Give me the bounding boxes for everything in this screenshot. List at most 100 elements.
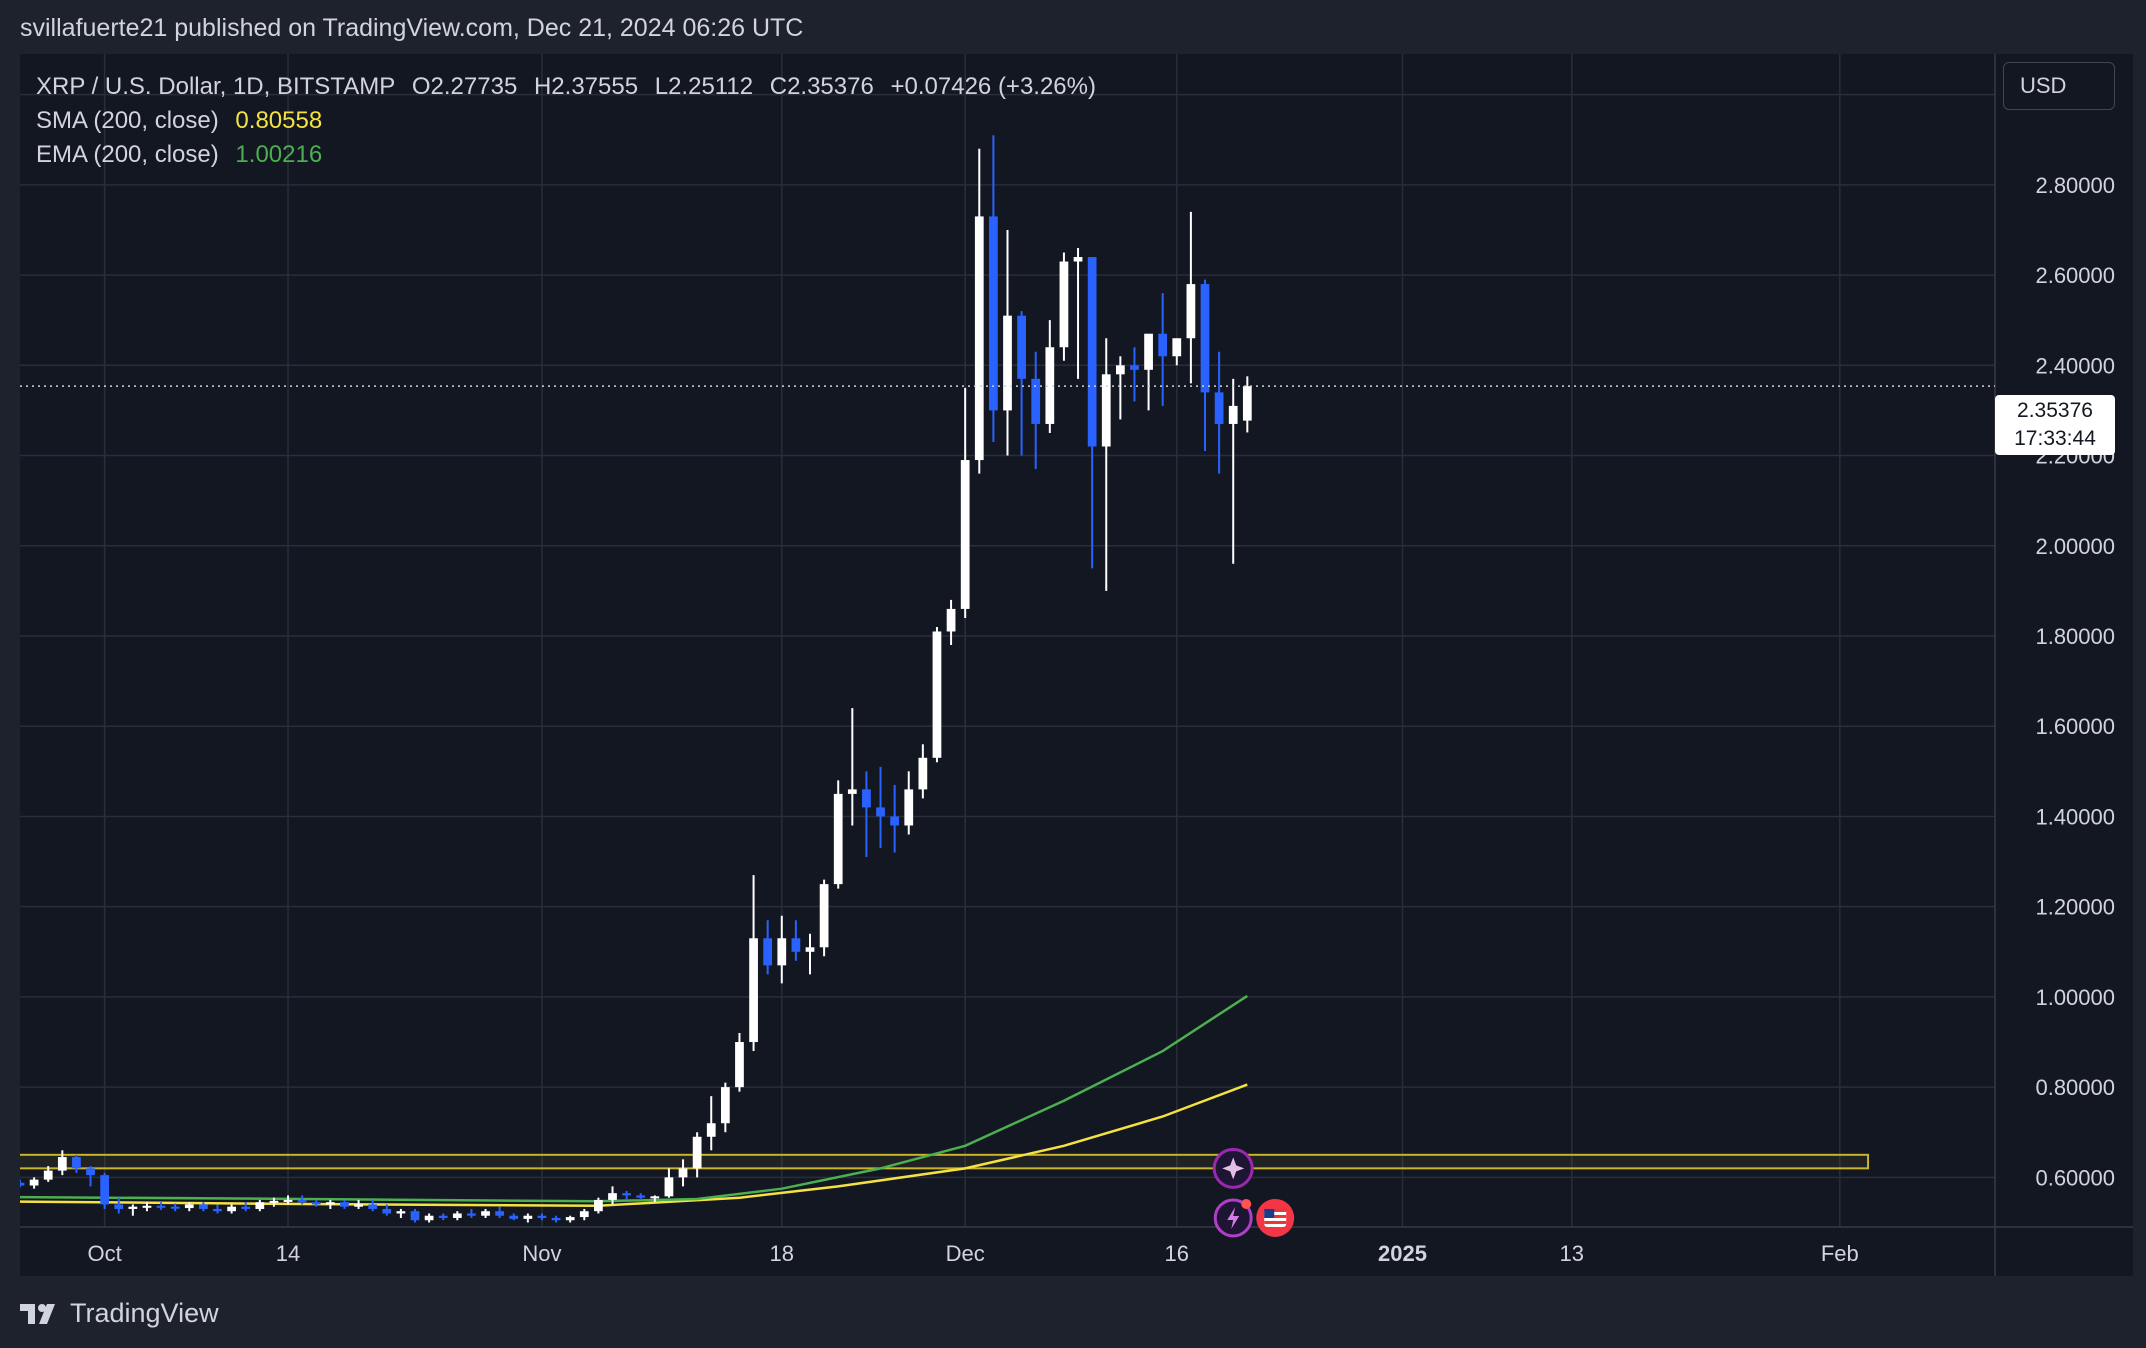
y-tick-label: 2.00000 <box>2035 534 2115 559</box>
candle-body <box>932 631 942 758</box>
candle-body <box>833 793 843 885</box>
candle-body <box>1172 338 1182 357</box>
ema-label: EMA (200, close) <box>36 141 219 168</box>
last-price-value: 2.35376 <box>2017 399 2093 422</box>
notification-dot <box>1241 1198 1252 1209</box>
candle-body <box>1228 405 1238 424</box>
candle-body <box>495 1211 505 1216</box>
candle-body <box>608 1193 617 1200</box>
candle-body <box>1003 315 1012 411</box>
chart-frame[interactable]: 3.000002.800002.600002.400002.200002.000… <box>20 54 2133 1276</box>
candle-body <box>481 1211 490 1216</box>
candle-body <box>142 1205 152 1208</box>
candle-body <box>735 1042 744 1088</box>
candle-body <box>269 1200 279 1203</box>
sma-200-line <box>20 1083 1248 1208</box>
support-zone <box>20 1153 1870 1170</box>
tradingview-logo-icon <box>20 1303 55 1324</box>
candle-body <box>1073 257 1083 262</box>
candle-body <box>989 216 998 411</box>
ema-value: 1.00216 <box>235 141 323 168</box>
candle-body <box>156 1205 166 1208</box>
legend-low: L2.25112 <box>654 73 754 100</box>
candle-body <box>382 1208 392 1214</box>
candle-body <box>325 1202 335 1205</box>
candle-body <box>368 1204 378 1209</box>
x-tick-label: 16 <box>1165 1241 1189 1266</box>
candle-body <box>692 1136 702 1169</box>
candle-body <box>1242 386 1252 421</box>
currency-button[interactable]: USD <box>2003 62 2115 110</box>
candle-body <box>876 807 885 817</box>
x-tick-label: Nov <box>522 1241 561 1266</box>
candle-body <box>537 1215 547 1218</box>
legend-symbol: XRP / U.S. Dollar, 1D, BITSTAMP <box>36 73 396 100</box>
sparkle-icon <box>1222 1157 1245 1180</box>
candle-body <box>1158 333 1168 357</box>
legend-ohlc-row: XRP / U.S. Dollar, 1D, BITSTAMP O2.27735… <box>36 70 1106 104</box>
price-chart[interactable]: 3.000002.800002.600002.400002.200002.000… <box>20 54 2133 1276</box>
legend-sma-row[interactable]: SMA (200, close) 0.80558 <box>36 104 1106 138</box>
legend-close: C2.35376 <box>769 73 874 100</box>
y-tick-label: 2.80000 <box>2035 173 2115 198</box>
legend-open: O2.27735 <box>411 73 518 100</box>
x-tick-label: Oct <box>88 1241 122 1266</box>
candle-body <box>551 1217 561 1221</box>
candle-body <box>594 1199 603 1212</box>
tradingview-brand-text: TradingView <box>70 1298 219 1328</box>
candle-body <box>890 816 900 826</box>
candle-body <box>1200 284 1210 393</box>
candle-body <box>1017 315 1026 379</box>
flag-stripe <box>1264 1220 1287 1224</box>
candle-body <box>706 1123 716 1137</box>
y-tick-label: 1.20000 <box>2035 895 2115 920</box>
y-tick-label: 0.60000 <box>2035 1165 2115 1190</box>
candle-body <box>749 938 758 1043</box>
candle-body <box>43 1170 53 1180</box>
candle-body <box>509 1215 519 1219</box>
candle-body <box>777 938 787 966</box>
candle-body <box>1144 333 1153 370</box>
candle-body <box>1115 365 1125 375</box>
flag-stripe <box>1264 1208 1287 1212</box>
candle-body <box>678 1168 688 1178</box>
candle-body <box>467 1213 476 1216</box>
last-price-badge: 2.35376 17:33:44 <box>1995 395 2115 455</box>
lightning-icon <box>1227 1206 1240 1229</box>
candle-body <box>664 1177 674 1197</box>
candle-body <box>100 1175 110 1205</box>
x-tick-label: 14 <box>276 1241 300 1266</box>
candle-body <box>791 938 801 952</box>
candle-body <box>438 1215 448 1218</box>
y-tick-label: 2.60000 <box>2035 263 2115 288</box>
legend-ema-row[interactable]: EMA (200, close) 1.00216 <box>36 138 1106 172</box>
y-tick-label: 1.40000 <box>2035 804 2115 829</box>
candle-body <box>862 789 871 808</box>
candle-body <box>170 1206 180 1209</box>
x-tick-label: Dec <box>946 1241 985 1266</box>
sma-value: 0.80558 <box>235 107 323 134</box>
candle-body <box>241 1206 251 1209</box>
candle-body <box>819 884 829 948</box>
x-tick-label: Feb <box>1821 1241 1859 1266</box>
candle-body <box>20 1182 25 1186</box>
candle-body <box>410 1211 420 1221</box>
candle-body <box>918 757 928 790</box>
bar-countdown: 17:33:44 <box>2014 427 2096 450</box>
candle-body <box>184 1204 194 1209</box>
candle-body <box>283 1199 293 1202</box>
candle-body <box>579 1211 589 1218</box>
candle-body <box>128 1206 138 1209</box>
candle-body <box>1045 347 1055 424</box>
legend-change: +0.07426 (+3.26%) <box>890 73 1097 100</box>
y-tick-label: 1.80000 <box>2035 624 2115 649</box>
candle-body <box>960 460 970 609</box>
candle-body <box>29 1179 39 1186</box>
y-tick-label: 0.80000 <box>2035 1075 2115 1100</box>
sma-label: SMA (200, close) <box>36 107 219 134</box>
candle-body <box>946 608 956 632</box>
x-tick-label: 2025 <box>1378 1241 1427 1266</box>
tradingview-logo[interactable]: TradingView <box>20 1298 219 1329</box>
chart-legend: XRP / U.S. Dollar, 1D, BITSTAMP O2.27735… <box>36 70 1106 172</box>
candle-body <box>213 1208 222 1212</box>
